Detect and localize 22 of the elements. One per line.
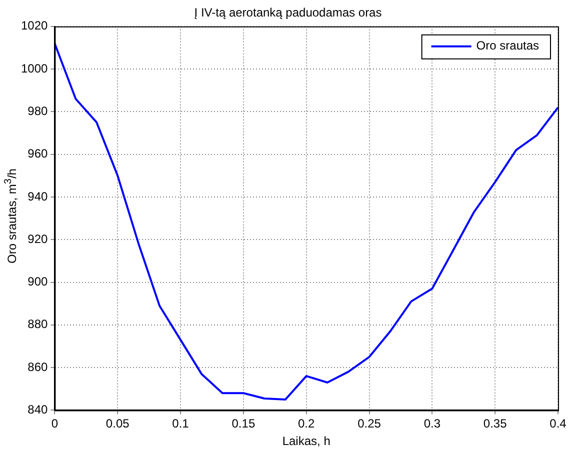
y-tick-label: 980 [28,104,48,118]
y-tick-label: 1020 [20,18,48,33]
x-tick-label: 0.3 [424,416,441,431]
y-tick-label: 880 [28,317,48,332]
x-axis-title: Laikas, h [282,434,330,448]
x-tick-label: 0.4 [550,416,567,431]
x-tick-label: 0 [51,416,58,431]
y-tick-label: 1000 [20,61,48,76]
y-tick-label: 840 [28,402,48,417]
x-tick-label: 0.1 [172,416,190,431]
x-tick-label: 0.15 [232,416,256,431]
chart-title: Į IV-tą aerotanką paduodamas oras [194,6,382,20]
x-tick-label: 0.35 [483,416,508,431]
x-tick-label: 0.25 [358,416,382,431]
y-tick-label: 860 [28,360,48,374]
legend-label: Oro srautas [476,38,540,53]
y-tick-label: 940 [28,189,48,204]
y-tick-label: 960 [28,146,48,161]
y-tick-label: 920 [28,232,48,246]
x-tick-label: 0.2 [298,416,316,431]
x-tick-label: 0.05 [106,416,130,431]
y-tick-label: 900 [28,274,48,289]
